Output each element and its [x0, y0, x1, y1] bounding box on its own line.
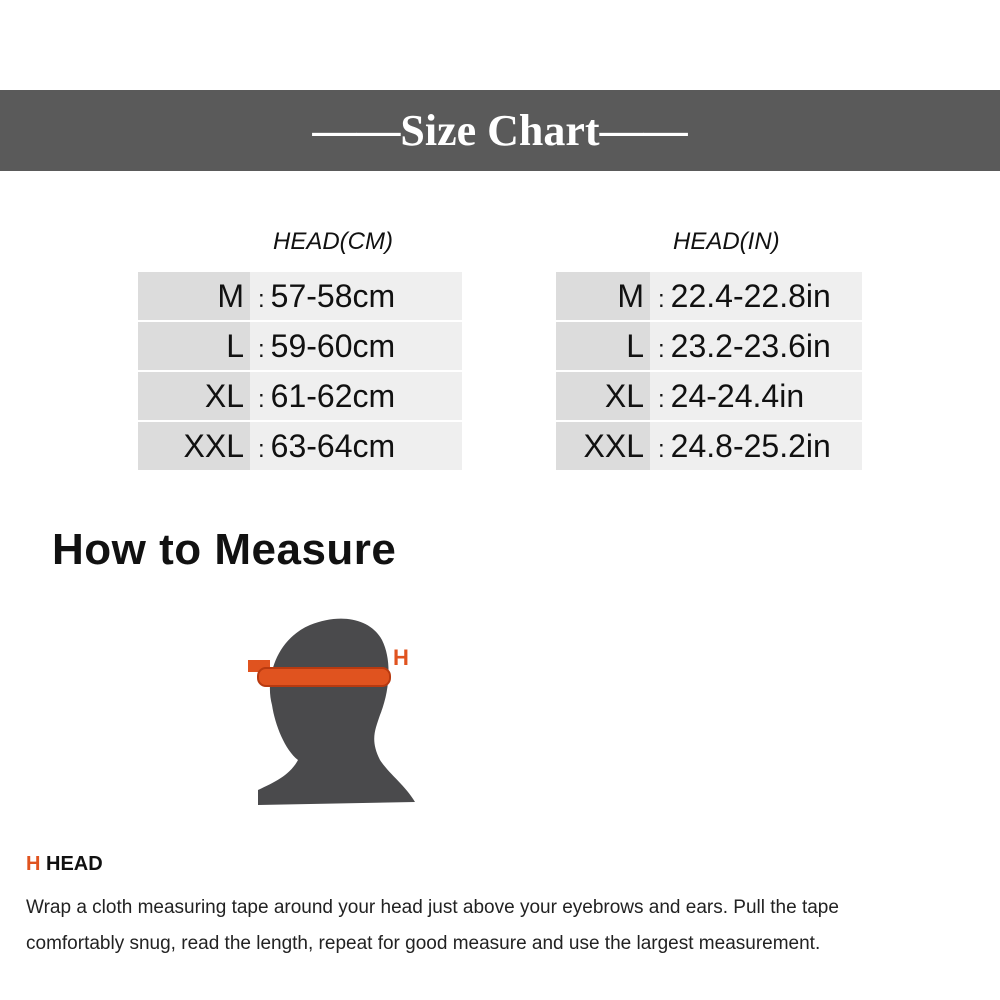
separator: : [658, 436, 665, 463]
separator: : [258, 336, 265, 363]
cm-header: HEAD(CM) [273, 228, 393, 255]
instruction-line: comfortably snug, read the length, repea… [26, 933, 821, 954]
separator: : [258, 436, 265, 463]
head-silhouette-icon [258, 618, 415, 805]
value-text: 57-58cm [270, 278, 396, 314]
head-label-text: HEAD [46, 853, 103, 875]
size-cell: L [138, 322, 250, 370]
table-row: L:23.2-23.6in [556, 322, 862, 370]
separator: : [658, 336, 665, 363]
how-to-measure-title: How to Measure [52, 525, 397, 574]
value-text: 61-62cm [270, 378, 396, 414]
head-label: H HEAD [26, 853, 103, 876]
table-row: L:59-60cm [138, 322, 462, 370]
head-measure-diagram: H [248, 618, 415, 805]
size-cell: XXL [556, 422, 650, 470]
size-cell: L [556, 322, 650, 370]
value-cell: :61-62cm [250, 372, 462, 420]
in-table: M:22.4-22.8in L:23.2-23.6in XL:24-24.4in… [556, 272, 862, 472]
size-cell: M [138, 272, 250, 320]
value-cell: :59-60cm [250, 322, 462, 370]
value-cell: :57-58cm [250, 272, 462, 320]
value-text: 22.4-22.8in [670, 278, 831, 314]
value-cell: :24.8-25.2in [650, 422, 862, 470]
table-row: XXL:24.8-25.2in [556, 422, 862, 470]
separator: : [658, 386, 665, 413]
table-row: M:57-58cm [138, 272, 462, 320]
value-text: 23.2-23.6in [670, 328, 831, 364]
head-letter: H [26, 853, 41, 875]
instruction-line: Wrap a cloth measuring tape around your … [26, 897, 839, 918]
value-cell: :22.4-22.8in [650, 272, 862, 320]
value-cell: :23.2-23.6in [650, 322, 862, 370]
table-row: XL:61-62cm [138, 372, 462, 420]
in-header: HEAD(IN) [673, 228, 780, 255]
value-cell: :24-24.4in [650, 372, 862, 420]
banner-title: ——Size Chart—— [312, 106, 688, 155]
cm-table: M:57-58cm L:59-60cm XL:61-62cm XXL:63-64… [138, 272, 462, 472]
table-row: M:22.4-22.8in [556, 272, 862, 320]
measure-instructions: Wrap a cloth measuring tape around your … [26, 890, 1000, 962]
size-cell: XL [556, 372, 650, 420]
size-cell: M [556, 272, 650, 320]
table-row: XL:24-24.4in [556, 372, 862, 420]
value-text: 24.8-25.2in [670, 428, 831, 464]
value-text: 59-60cm [270, 328, 396, 364]
separator: : [658, 286, 665, 313]
size-cell: XL [138, 372, 250, 420]
separator: : [258, 386, 265, 413]
value-text: 63-64cm [270, 428, 396, 464]
value-cell: :63-64cm [250, 422, 462, 470]
diagram-h-label: H [393, 645, 409, 670]
table-row: XXL:63-64cm [138, 422, 462, 470]
separator: : [258, 286, 265, 313]
value-text: 24-24.4in [670, 378, 805, 414]
size-chart-banner: ——Size Chart—— [0, 90, 1000, 171]
size-cell: XXL [138, 422, 250, 470]
measuring-tape [257, 667, 391, 687]
